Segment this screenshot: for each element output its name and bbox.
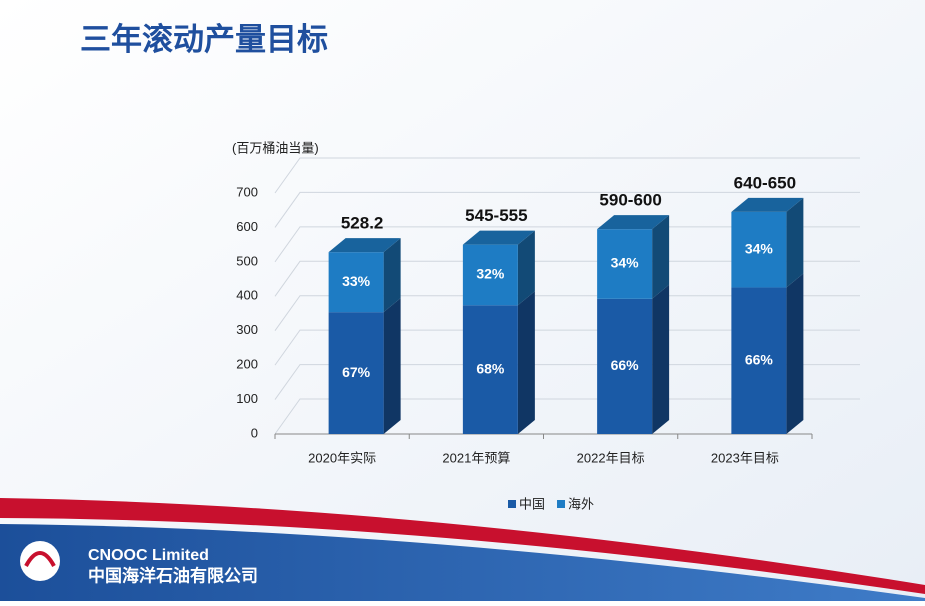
logo — [20, 541, 60, 581]
x-tick-label: 2020年实际 — [308, 450, 376, 465]
segment-label: 67% — [342, 364, 371, 380]
x-tick-label: 2021年预算 — [442, 450, 510, 465]
grid-line — [274, 364, 860, 400]
slide-title: 三年滚动产量目标 — [80, 22, 328, 57]
x-tick-label: 2023年目标 — [711, 450, 779, 465]
grid-line — [274, 157, 860, 194]
legend-label: 中国 — [519, 496, 545, 511]
bar-side — [786, 197, 804, 288]
chart: 0 100 200 300 400 500 600 700 2020年实际 67% 33% 528.2… — [236, 157, 860, 511]
y-tick-label: 100 — [236, 391, 258, 406]
company-cn: 中国海洋石油有限公司 — [88, 565, 258, 585]
y-tick-label: 700 — [236, 184, 258, 199]
company-en: CNOOC Limited — [88, 547, 209, 564]
bar-segment — [731, 211, 787, 288]
bar-side — [652, 215, 670, 299]
legend-label: 海外 — [568, 496, 594, 511]
grid-line — [274, 398, 860, 435]
logo-mark — [24, 551, 56, 567]
red-swoosh — [0, 498, 925, 594]
segment-label: 34% — [611, 255, 640, 271]
bar-side — [517, 291, 535, 434]
total-label: 640-650 — [734, 173, 796, 192]
legend-swatch — [557, 500, 566, 508]
bar-side — [652, 284, 670, 434]
bar-segment — [462, 305, 518, 434]
legend-swatch — [508, 500, 516, 508]
segment-label: 33% — [342, 273, 371, 289]
segment-label: 34% — [745, 240, 774, 256]
blue-band — [0, 524, 925, 601]
bar-top — [462, 230, 535, 245]
bar-segment — [328, 252, 384, 313]
bar-side — [383, 238, 401, 313]
bar-top — [328, 238, 401, 253]
bar-segment — [597, 298, 653, 434]
bar-segment — [328, 312, 384, 434]
segment-label: 32% — [476, 266, 505, 282]
segment-label: 66% — [745, 351, 774, 367]
total-label: 528.2 — [341, 214, 384, 233]
bar-side — [786, 273, 804, 434]
grid-line — [274, 226, 860, 263]
bar-top — [597, 215, 670, 230]
total-label: 545-555 — [465, 206, 527, 225]
bar-segment — [597, 229, 653, 299]
bar-side — [517, 230, 535, 306]
grid-line — [274, 295, 860, 332]
bar-segment — [462, 244, 518, 306]
segment-label: 66% — [611, 357, 640, 373]
grid-line — [274, 329, 860, 366]
bar-side — [383, 298, 401, 434]
total-label: 590-600 — [599, 191, 661, 210]
y-axis-label: (百万桶油当量) — [232, 140, 319, 155]
bar-segment — [731, 287, 787, 434]
segment-label: 68% — [476, 360, 505, 376]
grid-line — [274, 260, 860, 297]
y-tick-label: 0 — [251, 425, 258, 440]
x-tick-label: 2022年目标 — [577, 450, 645, 465]
y-tick-label: 300 — [236, 322, 258, 337]
y-tick-label: 600 — [236, 219, 258, 234]
y-tick-label: 200 — [236, 357, 258, 372]
y-tick-label: 400 — [236, 288, 258, 303]
grid-line — [274, 191, 860, 228]
y-tick-label: 500 — [236, 253, 258, 268]
bar-top — [731, 197, 804, 212]
